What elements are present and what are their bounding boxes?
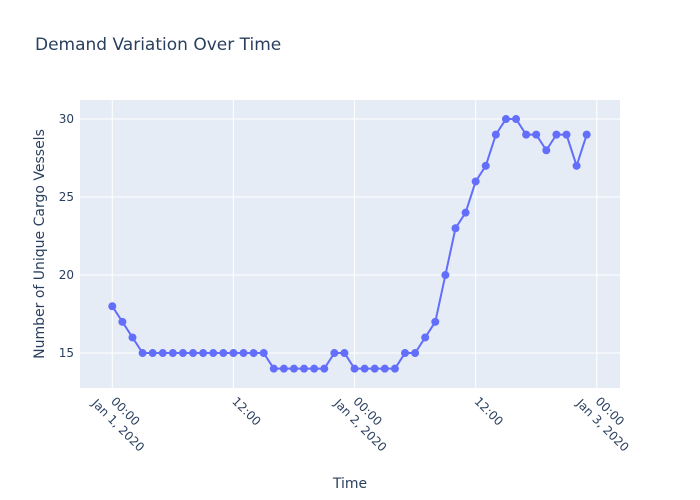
data-point [522, 130, 531, 139]
data-point [582, 130, 591, 139]
data-point [481, 161, 490, 170]
data-point [471, 177, 480, 186]
x-tick-label: 00:00Jan 3, 2020 [573, 385, 642, 454]
data-point [259, 349, 268, 358]
data-point [360, 364, 369, 373]
data-point [421, 333, 430, 342]
data-point [390, 364, 399, 373]
data-point [320, 364, 329, 373]
data-point [148, 349, 157, 358]
y-tick-label: 15 [59, 346, 74, 360]
data-point [431, 317, 440, 326]
data-point [199, 349, 208, 358]
x-axis-title: Time [332, 476, 367, 492]
data-point [279, 364, 288, 373]
x-tick-label: 00:00Jan 1, 2020 [88, 385, 157, 454]
data-point [209, 349, 218, 358]
x-tick-label: 12:00 [472, 394, 506, 428]
chart-title: Demand Variation Over Time [35, 35, 281, 55]
data-point [108, 302, 117, 311]
data-point [330, 349, 339, 358]
data-point [340, 349, 349, 358]
data-point [178, 349, 187, 358]
y-tick-label: 25 [59, 190, 74, 204]
data-point [401, 349, 410, 358]
data-point [512, 115, 521, 124]
data-point [189, 349, 198, 358]
data-point [542, 146, 551, 155]
data-point [451, 224, 460, 233]
data-point [501, 115, 510, 124]
plot-area [80, 100, 620, 388]
data-point [128, 333, 137, 342]
data-point [300, 364, 309, 373]
data-point [239, 349, 248, 358]
data-point [219, 349, 228, 358]
x-tick-label: 00:00Jan 2, 2020 [331, 385, 400, 454]
data-point [441, 271, 450, 280]
y-axis-title: Number of Unique Cargo Vessels [32, 129, 48, 359]
y-tick-label: 30 [59, 112, 74, 126]
data-point [310, 364, 319, 373]
data-point [138, 349, 147, 358]
data-point [411, 349, 420, 358]
data-point [118, 317, 127, 326]
data-point [269, 364, 278, 373]
data-point [461, 208, 470, 217]
y-tick-label: 20 [59, 268, 74, 282]
data-point [380, 364, 389, 373]
data-point [532, 130, 541, 139]
data-point [562, 130, 571, 139]
data-point [158, 349, 167, 358]
data-point [168, 349, 177, 358]
data-point [350, 364, 359, 373]
data-point [289, 364, 298, 373]
data-point [491, 130, 500, 139]
data-point [249, 349, 258, 358]
x-tick-label: 12:00 [229, 394, 263, 428]
data-point [229, 349, 238, 358]
data-point [552, 130, 561, 139]
data-point [572, 161, 581, 170]
data-point [370, 364, 379, 373]
